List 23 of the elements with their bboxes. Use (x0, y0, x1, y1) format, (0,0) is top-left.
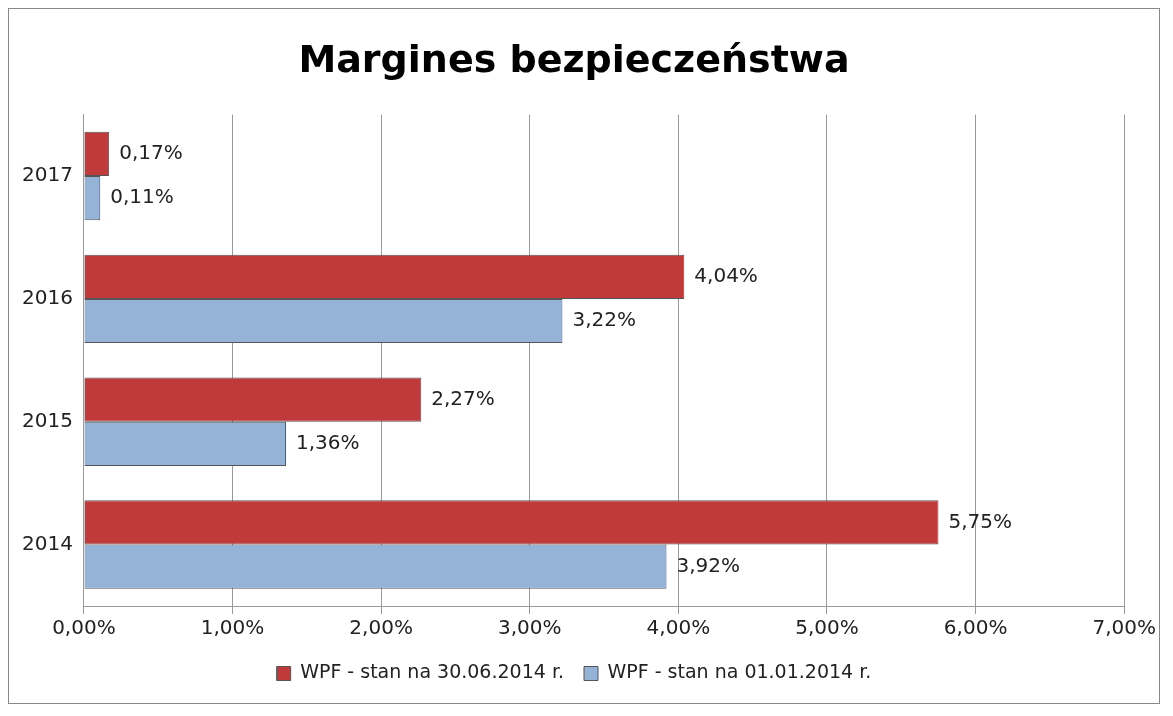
x-tick-label: 3,00% (497, 615, 562, 640)
y-tick-label: 2017 (21, 162, 73, 187)
data-label: 0,17% (119, 140, 183, 165)
x-tick-label: 4,00% (646, 615, 711, 640)
data-label: 1,36% (296, 430, 360, 455)
data-label: 4,04% (694, 262, 758, 287)
legend-label: WPF - stan na 01.01.2014 r. (607, 660, 872, 683)
y-tick-label: 2015 (21, 407, 73, 432)
x-tick-label: 1,00% (200, 615, 265, 640)
y-tick-label: 2016 (21, 285, 73, 310)
x-tick-label: 7,00% (1092, 615, 1157, 640)
data-label: 0,11% (110, 184, 174, 209)
data-label: 3,22% (572, 307, 636, 332)
x-tick-label: 6,00% (943, 615, 1008, 640)
chart-title: Margines bezpieczeństwa (298, 36, 850, 81)
data-label: 5,75% (948, 508, 1013, 533)
x-tick-label: 2,00% (349, 615, 413, 640)
x-tick-label: 5,00% (795, 615, 859, 640)
legend-label: WPF - stan na 30.06.2014 r. (300, 660, 565, 683)
y-tick-label: 2014 (21, 530, 73, 555)
data-label: 3,92% (676, 552, 741, 577)
data-label: 2,27% (431, 385, 495, 410)
x-tick-label: 0,00% (52, 615, 116, 640)
